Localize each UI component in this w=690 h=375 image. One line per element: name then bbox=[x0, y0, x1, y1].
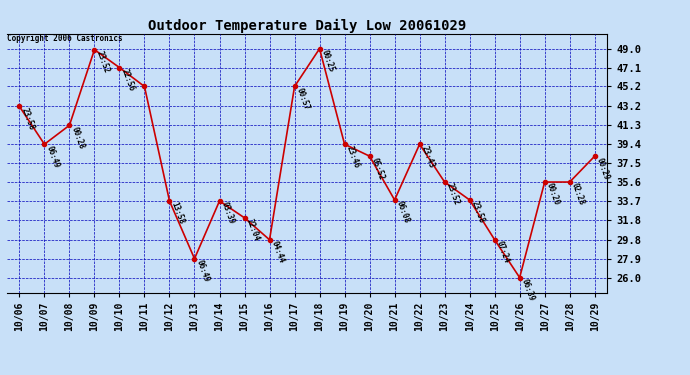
Text: 22:56: 22:56 bbox=[119, 68, 136, 92]
Text: 23:58: 23:58 bbox=[470, 200, 486, 225]
Text: 06:08: 06:08 bbox=[395, 200, 411, 225]
Text: 06:39: 06:39 bbox=[520, 278, 536, 302]
Text: Copyright 2006 Castronics: Copyright 2006 Castronics bbox=[7, 34, 123, 43]
Text: 13:58: 13:58 bbox=[170, 201, 186, 226]
Title: Outdoor Temperature Daily Low 20061029: Outdoor Temperature Daily Low 20061029 bbox=[148, 18, 466, 33]
Text: 00:57: 00:57 bbox=[295, 87, 311, 111]
Text: 23:46: 23:46 bbox=[344, 144, 361, 169]
Text: 02:28: 02:28 bbox=[570, 182, 586, 207]
Text: 22:04: 22:04 bbox=[244, 218, 261, 243]
Text: 00:28: 00:28 bbox=[70, 125, 86, 150]
Text: 03:39: 03:39 bbox=[219, 201, 236, 226]
Text: 06:49: 06:49 bbox=[44, 144, 61, 169]
Text: 05:52: 05:52 bbox=[370, 156, 386, 181]
Text: 00:25: 00:25 bbox=[319, 49, 336, 74]
Text: 07:24: 07:24 bbox=[495, 240, 511, 265]
Text: 23:52: 23:52 bbox=[444, 182, 461, 207]
Text: 23:52: 23:52 bbox=[95, 50, 111, 75]
Text: 00:20: 00:20 bbox=[544, 182, 561, 207]
Text: 00:29: 00:29 bbox=[595, 156, 611, 181]
Text: 23:58: 23:58 bbox=[19, 106, 36, 131]
Text: 23:43: 23:43 bbox=[420, 144, 436, 169]
Text: 06:49: 06:49 bbox=[195, 259, 211, 284]
Text: 04:44: 04:44 bbox=[270, 240, 286, 265]
